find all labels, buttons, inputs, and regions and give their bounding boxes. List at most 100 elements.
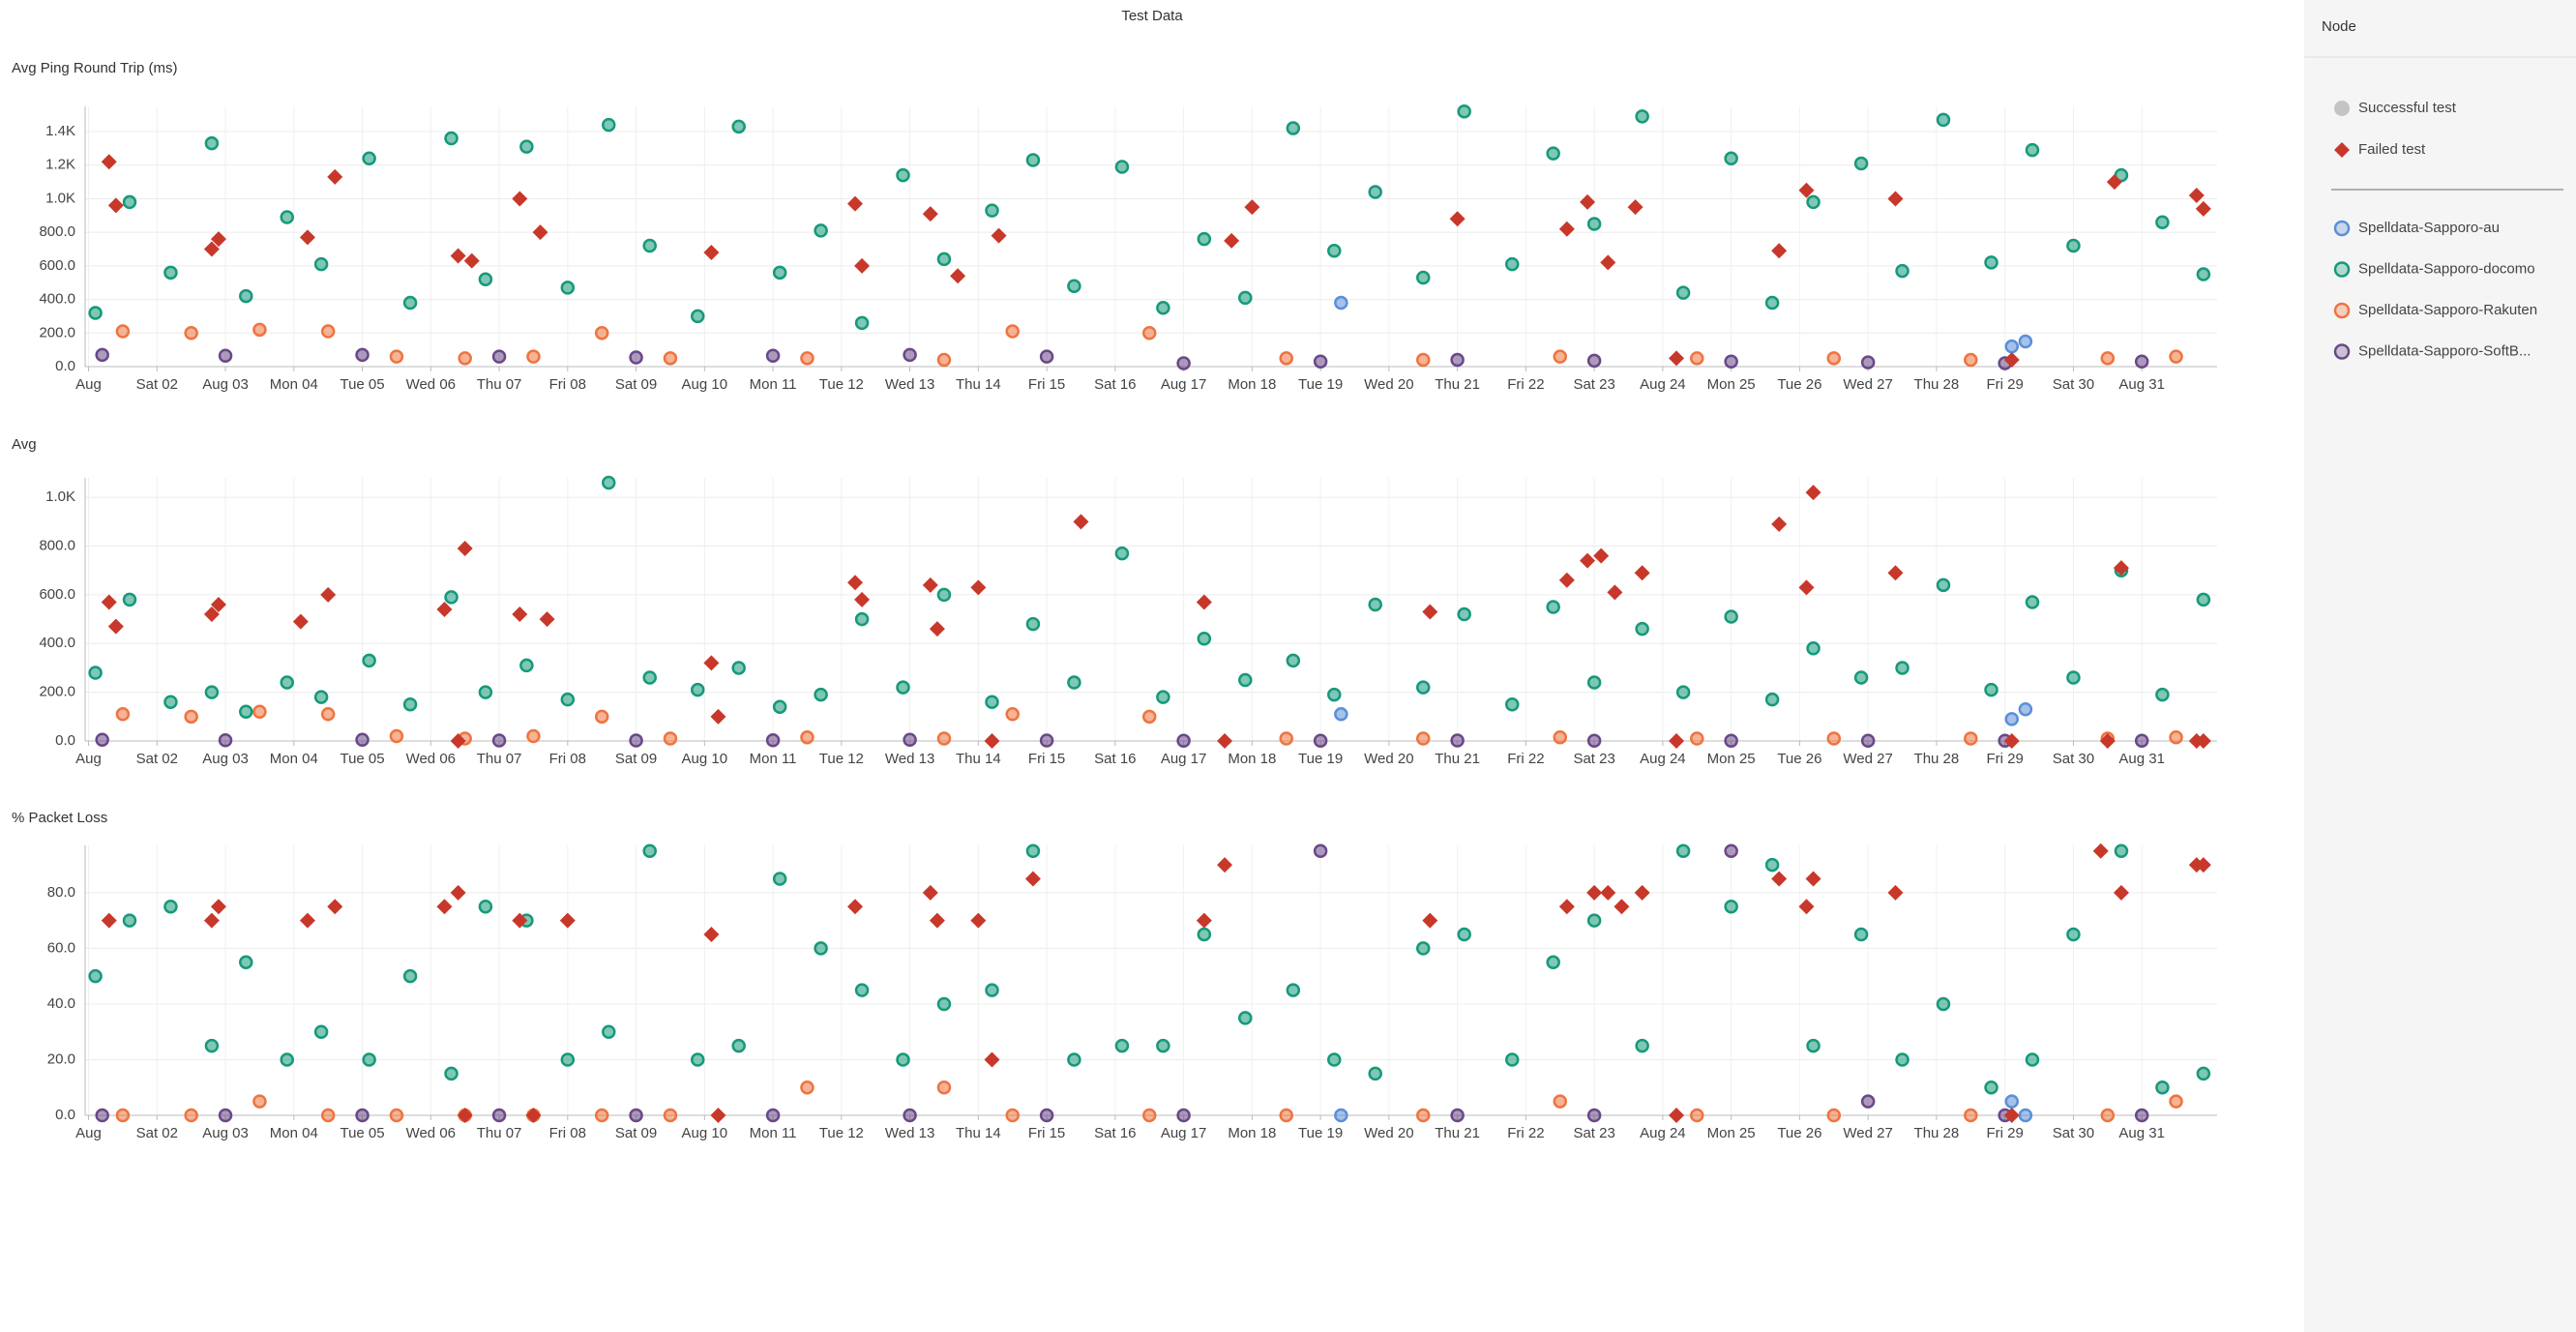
x-tick-label: Tue 05 (340, 376, 384, 393)
x-tick-label: Mon 11 (750, 751, 797, 767)
failed-point (1798, 899, 1815, 915)
failed-point (846, 899, 863, 915)
x-tick-label: Wed 13 (885, 1125, 934, 1141)
failed-point (210, 231, 226, 248)
point (1936, 996, 1951, 1012)
point (1114, 160, 1130, 174)
failed-point (991, 227, 1007, 244)
x-tick-label: Aug 17 (1161, 751, 1207, 767)
point (1334, 1108, 1348, 1123)
x-tick-label: Sat 16 (1094, 751, 1136, 767)
point (800, 729, 814, 745)
y-tick-label: 400.0 (39, 635, 75, 651)
x-tick-label: Mon 18 (1228, 376, 1276, 393)
point (1368, 1066, 1382, 1081)
x-tick-label: Mon 04 (270, 1125, 318, 1141)
failed-point (2195, 857, 2211, 873)
failed-point (1669, 350, 1685, 367)
point (903, 732, 917, 747)
point (355, 347, 370, 363)
point (478, 685, 493, 699)
failed-point (107, 618, 124, 635)
point (629, 350, 643, 365)
legend-label[interactable]: Successful test (2358, 100, 2457, 116)
failed-point (559, 912, 576, 929)
point (1279, 731, 1293, 746)
point (1936, 112, 1951, 128)
point (1806, 194, 1821, 210)
failed-point (1558, 221, 1575, 237)
point (1039, 1108, 1054, 1123)
point (252, 1094, 267, 1109)
x-tick-label: Aug 24 (1640, 376, 1686, 393)
point (389, 349, 404, 364)
failed-point (2003, 1108, 2020, 1123)
failed-point (703, 244, 720, 260)
point (163, 900, 178, 914)
point (1895, 1052, 1910, 1067)
failed-point (1798, 182, 1815, 198)
legend-label[interactable]: Spelldata-Sapporo-docomo (2358, 260, 2535, 277)
point (95, 732, 109, 747)
point (1005, 1108, 1020, 1123)
x-tick-label: Aug 10 (682, 751, 728, 767)
x-tick-label: Sat 02 (136, 376, 178, 393)
point (1415, 941, 1431, 956)
x-tick-label: Wed 13 (885, 376, 934, 393)
x-tick-label: Thu 14 (956, 751, 1001, 767)
failed-point (1887, 565, 1904, 581)
point (602, 1024, 616, 1039)
x-tick-label: Fri 29 (1986, 376, 2023, 393)
point (1586, 733, 1602, 748)
point (936, 587, 952, 603)
point (903, 1108, 917, 1123)
y-tick-label: 1.0K (45, 190, 75, 206)
point (896, 1052, 910, 1067)
legend-marker (2333, 343, 2351, 360)
point (1176, 1108, 1191, 1123)
point (1176, 356, 1191, 370)
failed-point (854, 257, 871, 274)
failed-point (327, 899, 343, 915)
failed-point (1887, 884, 1904, 901)
x-tick-label: Tue 12 (819, 1125, 864, 1141)
chart-title: Avg (12, 436, 37, 453)
point (362, 151, 376, 166)
y-tick-label: 80.0 (47, 884, 75, 901)
failed-point (1073, 514, 1089, 530)
point (1368, 597, 1382, 612)
legend-label[interactable]: Spelldata-Sapporo-SoftB... (2358, 342, 2531, 359)
point (765, 732, 781, 748)
point (115, 324, 131, 339)
point (389, 1108, 404, 1123)
y-tick-label: 1.0K (45, 488, 75, 505)
legend-marker (2334, 101, 2350, 116)
point (2134, 733, 2149, 748)
x-tick-label: Sat 30 (2053, 751, 2094, 767)
failed-point (1593, 548, 1610, 564)
failed-point (101, 594, 117, 610)
failed-point (1771, 871, 1788, 887)
point (985, 695, 999, 709)
y-tick-label: 800.0 (39, 537, 75, 553)
x-tick-label: Sat 30 (2053, 376, 2094, 393)
point (814, 941, 828, 956)
point (1415, 680, 1431, 695)
failed-point (2003, 352, 2020, 369)
point (1895, 263, 1910, 279)
point (1450, 1108, 1465, 1123)
x-tick-label: Mon 11 (750, 1125, 797, 1141)
x-tick-label: Thu 14 (956, 376, 1001, 393)
legend-label[interactable]: Spelldata-Sapporo-au (2358, 220, 2500, 236)
x-tick-label: Sat 09 (615, 751, 657, 767)
legend-label[interactable]: Failed test (2358, 141, 2426, 158)
failed-point (1196, 594, 1212, 610)
failed-point (436, 602, 453, 617)
point (1586, 217, 1602, 231)
legend-label[interactable]: Spelldata-Sapporo-Rakuten (2358, 302, 2537, 318)
failed-point (299, 912, 315, 929)
point (313, 1024, 329, 1039)
point (663, 1108, 678, 1123)
x-tick-label: Sat 16 (1094, 1125, 1136, 1141)
point (1635, 109, 1649, 124)
